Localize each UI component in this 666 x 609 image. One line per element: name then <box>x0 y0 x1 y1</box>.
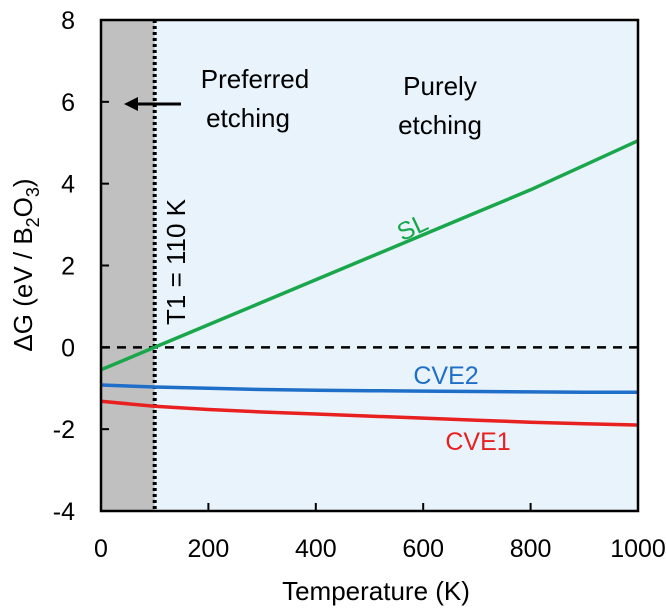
plot-regions <box>101 20 638 511</box>
y-tick-label: -2 <box>53 416 75 444</box>
y-axis-ticks <box>101 19 109 512</box>
y-tick-label: -4 <box>53 498 75 526</box>
series-line-cve1 <box>100 399 639 427</box>
series-line-sl <box>100 139 639 372</box>
purely-etching-region <box>154 20 638 511</box>
x-tick-label: 600 <box>402 535 444 563</box>
preferred-label-line1: Preferred <box>201 64 309 94</box>
x-axis-ticks <box>100 503 639 511</box>
y-tick-label: 2 <box>61 253 75 281</box>
x-tick-label: 800 <box>510 535 552 563</box>
y-tick-label: 0 <box>61 334 75 362</box>
purely-label-line2: etching <box>398 110 482 140</box>
x-axis-tick-labels: 0 200 400 600 800 1000 <box>94 535 666 563</box>
arrow-left-icon <box>124 97 138 111</box>
preferred-label-line2: etching <box>206 103 290 133</box>
y-tick-label: 8 <box>61 7 75 35</box>
x-tick-label: 400 <box>295 535 337 563</box>
threshold-label: T1 = 110 K <box>161 198 191 325</box>
x-tick-label: 200 <box>188 535 230 563</box>
series-line-cve2 <box>100 383 638 395</box>
x-tick-label: 0 <box>94 535 108 563</box>
y-tick-label: 4 <box>61 171 75 199</box>
preferred-etching-region <box>101 20 155 511</box>
y-tick-label: 6 <box>61 89 75 117</box>
x-tick-label: 1000 <box>610 535 666 563</box>
y-axis-tick-labels: -4 -2 0 2 4 6 8 <box>53 7 75 526</box>
purely-label-line1: Purely <box>403 71 477 101</box>
arrow-left <box>124 97 181 111</box>
y-axis-title: ΔG (eV / B2O3) <box>8 178 43 351</box>
series-label-cve2: CVE2 <box>413 362 478 390</box>
x-axis-title: Temperature (K) <box>282 576 470 606</box>
series-lines <box>100 139 639 427</box>
series-label-cve1: CVE1 <box>445 428 510 456</box>
